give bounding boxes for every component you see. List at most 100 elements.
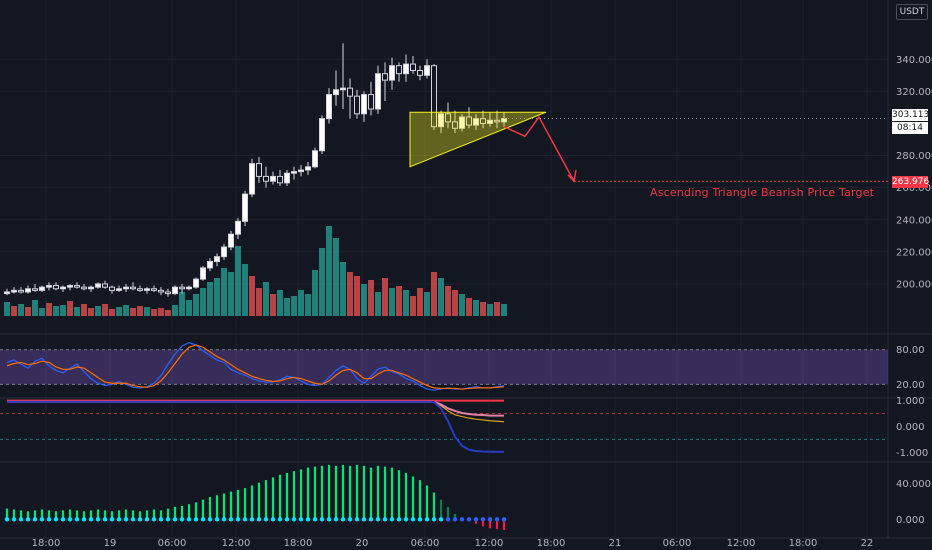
time-tick-label: 12:00	[222, 538, 251, 549]
momentum-dot	[228, 517, 234, 522]
volume-bar	[179, 292, 185, 316]
momentum-tick-label: 0.000	[896, 515, 925, 526]
volume-bar	[228, 272, 234, 316]
volume-bar	[193, 294, 199, 316]
volume-bar	[340, 262, 346, 316]
volume-bar	[410, 296, 416, 316]
momentum-dot	[39, 517, 45, 522]
rsi-tick-label: 20.00	[896, 380, 925, 391]
momentum-dot	[151, 517, 157, 522]
momentum-dot	[501, 517, 507, 522]
candlestick-series	[4, 43, 507, 297]
momentum-dot	[445, 517, 451, 522]
price-tick-label: 200.000	[896, 279, 932, 290]
candle-body	[172, 286, 178, 295]
volume-bar	[60, 305, 66, 316]
volume-bar	[116, 307, 122, 316]
projection-arrow	[503, 115, 575, 182]
volume-bar	[123, 305, 129, 316]
volume-bar	[165, 310, 171, 316]
momentum-dot	[263, 517, 269, 522]
volume-bar	[312, 270, 318, 316]
momentum-dot	[466, 517, 472, 522]
volume-bar	[319, 248, 325, 316]
osc-tick-label: 0.000	[896, 422, 925, 433]
volume-bar	[32, 300, 38, 316]
volume-bar	[207, 282, 213, 316]
volume-bar	[11, 306, 17, 316]
candle-body	[438, 113, 444, 128]
volume-bar	[137, 306, 143, 316]
volume-bar	[403, 290, 409, 316]
momentum-dot	[193, 517, 199, 522]
candle-body	[32, 288, 38, 291]
candle-body	[347, 87, 353, 97]
bar-countdown-tag: 08:14	[892, 122, 928, 134]
candle-body	[410, 63, 416, 71]
candle-body	[284, 172, 290, 184]
volume-bar	[67, 301, 73, 316]
chart-drawings[interactable]	[409, 111, 888, 183]
candle-body	[312, 150, 318, 168]
momentum-dot	[95, 517, 101, 522]
candle-body	[375, 73, 381, 110]
candle-body	[270, 175, 276, 182]
time-axis[interactable]: 18:00 19 06:00 12:00 18:00 20 06:00 12:00 18:00 2…	[32, 538, 874, 549]
volume-bar	[487, 304, 493, 316]
candle-body	[403, 63, 409, 75]
candle-body	[165, 291, 171, 295]
candle-body	[445, 113, 451, 123]
time-tick-label: 22	[861, 538, 874, 549]
candle-body	[123, 286, 129, 290]
price-axis[interactable]: 340.000 320.000 280.000 260.000 240.000 220.0…	[896, 55, 932, 526]
momentum-dot	[375, 517, 381, 522]
time-tick-label: 06:00	[158, 538, 187, 549]
oscillator-line	[7, 400, 504, 417]
stoch-d-line	[6, 344, 505, 390]
volume-bar	[130, 308, 136, 316]
candle-body	[60, 286, 66, 290]
momentum-dot	[305, 517, 311, 522]
volume-bar	[445, 286, 451, 316]
volume-bar	[291, 296, 297, 316]
volume-bar	[74, 307, 80, 316]
momentum-dot	[298, 517, 304, 522]
candle-body	[53, 285, 59, 290]
momentum-dot	[4, 517, 10, 522]
time-tick-label: 18:00	[537, 538, 566, 549]
price-tick-label: 320.000	[896, 87, 932, 98]
candle-body	[109, 286, 115, 291]
currency-badge[interactable]: USDT	[896, 4, 928, 20]
volume-bar	[172, 305, 178, 316]
volume-bar	[326, 226, 332, 316]
volume-bar	[25, 307, 31, 316]
momentum-dot	[361, 517, 367, 522]
momentum-dot	[235, 517, 241, 522]
volume-bar	[284, 298, 290, 316]
price-tick-label: 280.000	[896, 151, 932, 162]
momentum-dot	[11, 517, 17, 522]
volume-bar	[270, 294, 276, 316]
volume-bar	[494, 302, 500, 316]
osc-tick-label: -1.000	[896, 448, 928, 459]
price-tick-label: 260.000	[896, 183, 932, 194]
candle-body	[298, 169, 304, 173]
volume-bar	[88, 308, 94, 316]
rsi-band	[0, 349, 888, 385]
momentum-dot	[382, 517, 388, 522]
momentum-dot	[123, 517, 129, 522]
volume-bar	[249, 276, 255, 316]
time-tick-label: 18:00	[789, 538, 818, 549]
time-tick-label: 18:00	[32, 538, 61, 549]
momentum-dot	[326, 517, 332, 522]
momentum-tick-label: 40.000	[896, 479, 931, 490]
candle-body	[102, 283, 108, 288]
momentum-dot	[389, 517, 395, 522]
volume-bar	[18, 304, 24, 316]
volume-bar	[438, 278, 444, 316]
time-tick-label: 12:00	[727, 538, 756, 549]
volume-bar	[235, 246, 241, 316]
price-tick-label: 240.000	[896, 215, 932, 226]
volume-bar	[375, 292, 381, 316]
